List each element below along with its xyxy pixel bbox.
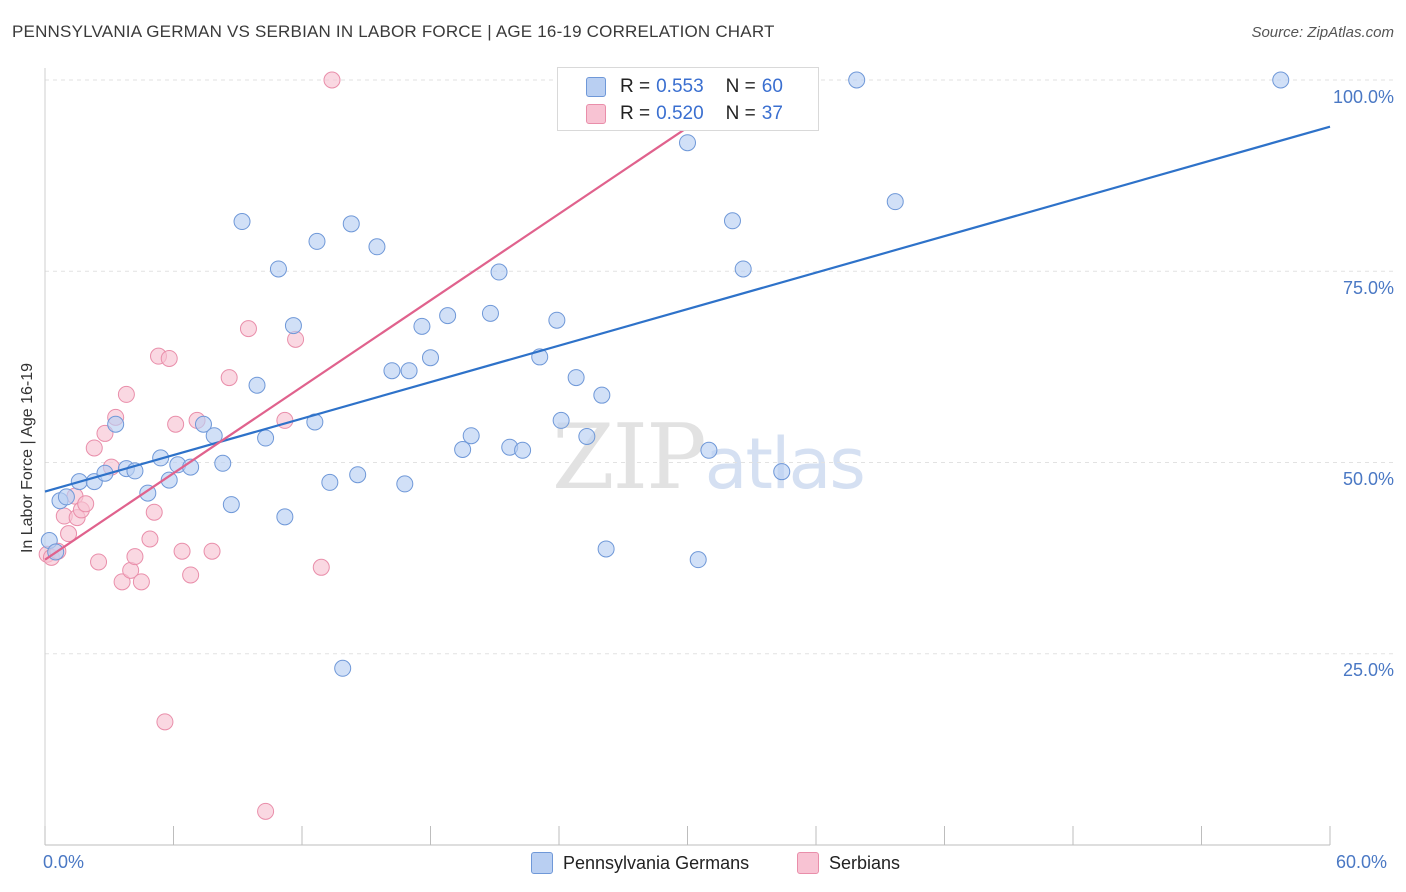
pennsylvania-german-point (679, 134, 696, 152)
pennsylvania-german-point (439, 307, 457, 325)
pennsylvania-german-point (593, 386, 611, 404)
pennsylvania-german-point (368, 238, 386, 256)
legend-n-value: 60 (761, 76, 783, 97)
serbian-point (117, 385, 135, 403)
pennsylvania-german-point (308, 232, 326, 250)
pennsylvania-german-point (1272, 71, 1290, 89)
pennsylvania-german-point (222, 496, 240, 514)
legend-item-serbians[interactable]: Serbians (797, 852, 900, 874)
serbian-point (312, 558, 330, 576)
pennsylvania-german-point (886, 193, 904, 211)
serbian-point (167, 415, 185, 433)
legend-row-pennsylvania-germans: R = 0.553 N = 60 (586, 75, 783, 99)
pennsylvania-german-point (422, 349, 439, 367)
pennsylvania-german-point (334, 659, 352, 677)
source-credit: Source: ZipAtlas.com (1251, 24, 1394, 41)
legend-swatch-pink (797, 852, 819, 874)
pennsylvania-german-point (700, 441, 718, 459)
pennsylvania-german-point (57, 488, 75, 506)
pennsylvania-german-point (342, 215, 360, 233)
pennsylvania-german-point (284, 317, 302, 335)
zipatlas-watermark: ZIPatlas (552, 405, 866, 510)
pennsylvania-german-point (462, 427, 480, 445)
serbian-point (60, 525, 78, 543)
pennsylvania-german-point (413, 317, 431, 335)
legend-row-serbians: R = 0.520 N = 37 (586, 102, 783, 126)
serbian-point (257, 802, 275, 820)
legend-label: Serbians (829, 852, 901, 873)
pennsylvania-german-point (552, 411, 570, 429)
pennsylvania-german-point (773, 463, 791, 481)
pennsylvania-german-point (723, 212, 741, 230)
serbian-trend-line (44, 126, 689, 561)
y-tick-50: 50.0% (1342, 469, 1394, 489)
pennsylvania-german-point (848, 71, 866, 89)
pennsylvania-german-point (400, 362, 418, 380)
legend-n-label: N = (725, 103, 756, 124)
pennsylvania-german-point (548, 311, 566, 329)
y-axis-label: In Labor Force | Age 16-19 (19, 362, 36, 554)
pennsylvania-german-point (734, 260, 752, 278)
pennsylvania-german-point (257, 429, 275, 447)
pennsylvania-german-point (233, 213, 251, 231)
pennsylvania-german-point (214, 454, 232, 472)
serbian-point (85, 439, 103, 457)
legend-r-label: R = (620, 103, 651, 124)
serbian-point (323, 71, 341, 89)
y-tick-25: 25.0% (1342, 660, 1394, 680)
series-legend: Pennsylvania Germans Serbians (0, 852, 1406, 876)
legend-swatch-pink (586, 104, 606, 124)
serbian-point (160, 349, 178, 367)
serbian-point (113, 573, 131, 591)
legend-label: Pennsylvania Germans (563, 852, 750, 873)
pennsylvania-german-point (578, 427, 596, 445)
pennsylvania-german-point (160, 471, 178, 489)
serbian-point (141, 530, 159, 548)
serbian-point (156, 713, 174, 731)
pennsylvania-german-point (321, 473, 339, 491)
serbian-point (145, 503, 163, 521)
pennsylvania-german-point (490, 263, 508, 281)
pennsylvania-german-point (107, 415, 125, 433)
x-tick-60: 60.0% (1336, 852, 1388, 872)
serbian-point (182, 566, 200, 584)
pennsylvania-german-point (248, 376, 266, 394)
serbian-point (132, 573, 150, 591)
pennsylvania-german-point (567, 369, 585, 387)
legend-swatch-blue (586, 77, 606, 97)
correlation-legend: R = 0.553 N = 60 R = 0.520 N = 37 (557, 67, 819, 131)
legend-r-label: R = (620, 76, 651, 97)
chart-title: PENNSYLVANIA GERMAN VS SERBIAN IN LABOR … (12, 22, 775, 41)
serbian-point (173, 542, 191, 560)
pennsylvania-german-point (269, 260, 287, 278)
pennsylvania-german-trend-line (44, 125, 1331, 493)
legend-n-value: 37 (761, 103, 783, 124)
pennsylvania-german-point (194, 415, 212, 433)
legend-n-label: N = (725, 76, 756, 97)
serbian-point (203, 542, 221, 560)
legend-r-value: 0.520 (656, 103, 704, 124)
pennsylvania-german-point (349, 466, 367, 484)
legend-swatch-blue (531, 852, 553, 874)
serbian-point (77, 495, 95, 513)
pennsylvania-german-point (597, 540, 615, 558)
serbian-point (220, 369, 238, 387)
legend-item-pennsylvania-germans[interactable]: Pennsylvania Germans (531, 852, 749, 874)
pennsylvania-german-point (689, 551, 707, 569)
pennsylvania-german-point (383, 362, 401, 380)
pennsylvania-german-point (396, 475, 414, 493)
x-tick-0: 0.0% (43, 852, 85, 872)
legend-r-value: 0.553 (656, 76, 704, 97)
watermark-zip: ZIP (552, 405, 707, 510)
pennsylvania-german-point (514, 441, 532, 459)
serbian-point (90, 553, 108, 571)
y-tick-100: 100.0% (1332, 87, 1394, 107)
pennsylvania-german-point (481, 304, 499, 322)
serbian-point (239, 320, 257, 338)
serbian-point (126, 548, 144, 566)
y-tick-75: 75.0% (1342, 278, 1394, 298)
pennsylvania-german-point (454, 440, 472, 458)
pennsylvania-german-point (276, 508, 294, 526)
